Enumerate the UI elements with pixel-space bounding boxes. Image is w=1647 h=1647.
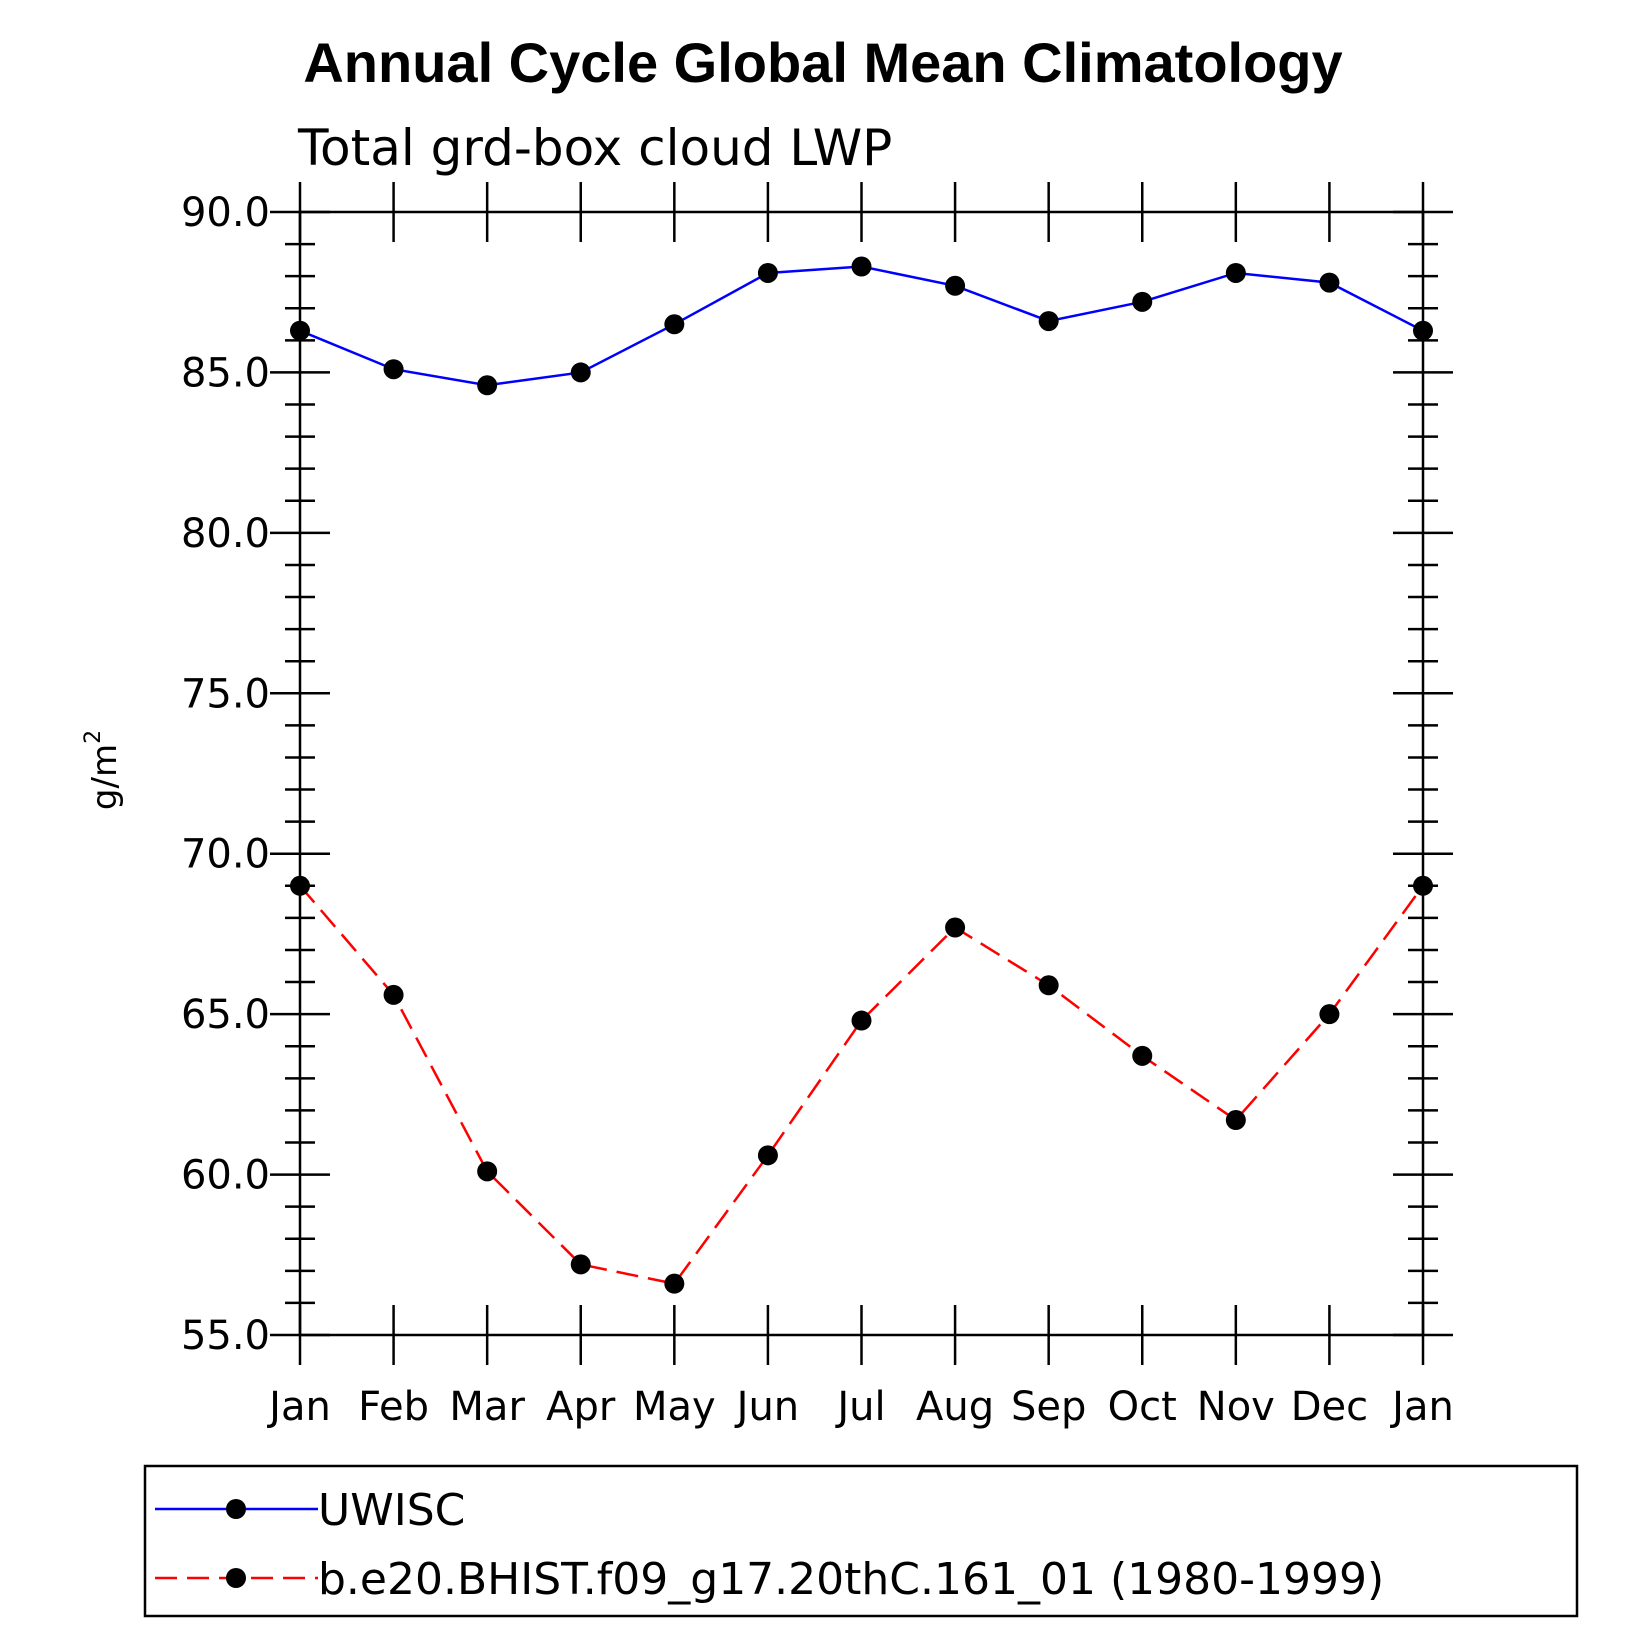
data-point	[664, 314, 685, 335]
chart-title: Annual Cycle Global Mean Climatology	[303, 31, 1342, 94]
data-point	[477, 1161, 498, 1182]
y-axis-label-superscript: 2	[81, 730, 106, 744]
plot-frame	[298, 210, 1425, 1337]
data-point	[1038, 311, 1059, 332]
y-tick-label: 80.0	[181, 511, 270, 557]
data-point	[383, 359, 404, 380]
y-tick-labels: 55.0 60.0 65.0 70.0 75.0 80.0 85.0 90.0	[181, 190, 270, 1359]
x-tick-label: Nov	[1197, 1384, 1275, 1430]
legend: UWISC b.e20.BHIST.f09_g17.20thC.161_01 (1…	[155, 1485, 1384, 1605]
data-point	[757, 262, 778, 283]
data-point	[757, 1145, 778, 1166]
svg-text:g/m2: g/m2	[81, 730, 125, 810]
data-point	[1413, 320, 1433, 341]
data-point	[1038, 975, 1059, 996]
legend-box	[143, 1464, 1579, 1618]
data-point	[290, 875, 310, 896]
y-axis-label: g/m2	[81, 730, 125, 810]
data-point	[851, 256, 872, 277]
data-point	[383, 984, 404, 1005]
chart-subtitle: Total grd-box cloud LWP	[297, 119, 892, 177]
y-tick-label: 75.0	[181, 671, 270, 717]
legend-marker-1	[226, 1499, 246, 1519]
x-tick-label: May	[633, 1384, 716, 1430]
data-point	[1225, 1110, 1246, 1131]
x-tick-labels: Jan Feb Mar Apr May Jun Jul Aug Sep Oct Nov Dec Jan	[266, 1384, 1454, 1430]
y-tick-label: 85.0	[181, 350, 270, 396]
x-tick-label: Jun	[734, 1384, 800, 1430]
data-point	[570, 1254, 591, 1275]
data-point	[1319, 1004, 1340, 1025]
x-tick-label: Jan	[266, 1384, 331, 1430]
data-point	[945, 275, 966, 296]
x-tick-label: Jul	[834, 1384, 885, 1430]
x-tick-label: Aug	[916, 1384, 994, 1430]
data-point	[1413, 875, 1433, 896]
data-point	[1132, 1045, 1153, 1066]
y-tick-label: 55.0	[181, 1313, 270, 1359]
legend-label-2: b.e20.BHIST.f09_g17.20thC.161_01 (1980-1…	[318, 1554, 1384, 1605]
data-point	[570, 362, 591, 383]
y-tick-label: 65.0	[181, 992, 270, 1038]
series-line-1	[299, 265, 1424, 387]
x-tick-label: Dec	[1291, 1384, 1368, 1430]
x-tick-label: Apr	[546, 1384, 616, 1430]
x-tick-label: Feb	[358, 1384, 429, 1430]
series-lines	[290, 256, 1433, 1294]
data-point	[851, 1010, 872, 1031]
data-point	[664, 1273, 685, 1294]
y-tick-label: 60.0	[181, 1153, 270, 1199]
series-line-2	[299, 884, 1425, 1286]
x-tick-label: Oct	[1108, 1384, 1177, 1430]
data-point	[1319, 272, 1340, 293]
y-tick-label: 70.0	[181, 832, 270, 878]
data-point	[1225, 262, 1246, 283]
data-point	[1132, 291, 1153, 312]
y-tick-label: 90.0	[181, 190, 270, 236]
legend-marker-2	[226, 1568, 246, 1588]
data-point	[477, 375, 498, 396]
y-axis-label-text: g/m	[85, 744, 125, 810]
x-tick-label: Sep	[1011, 1384, 1086, 1430]
data-point	[945, 917, 966, 938]
axis-ticks	[270, 182, 1453, 1365]
x-tick-label: Mar	[449, 1384, 525, 1430]
x-tick-label: Jan	[1389, 1384, 1454, 1430]
data-point	[290, 320, 310, 341]
legend-label-1: UWISC	[318, 1485, 465, 1536]
